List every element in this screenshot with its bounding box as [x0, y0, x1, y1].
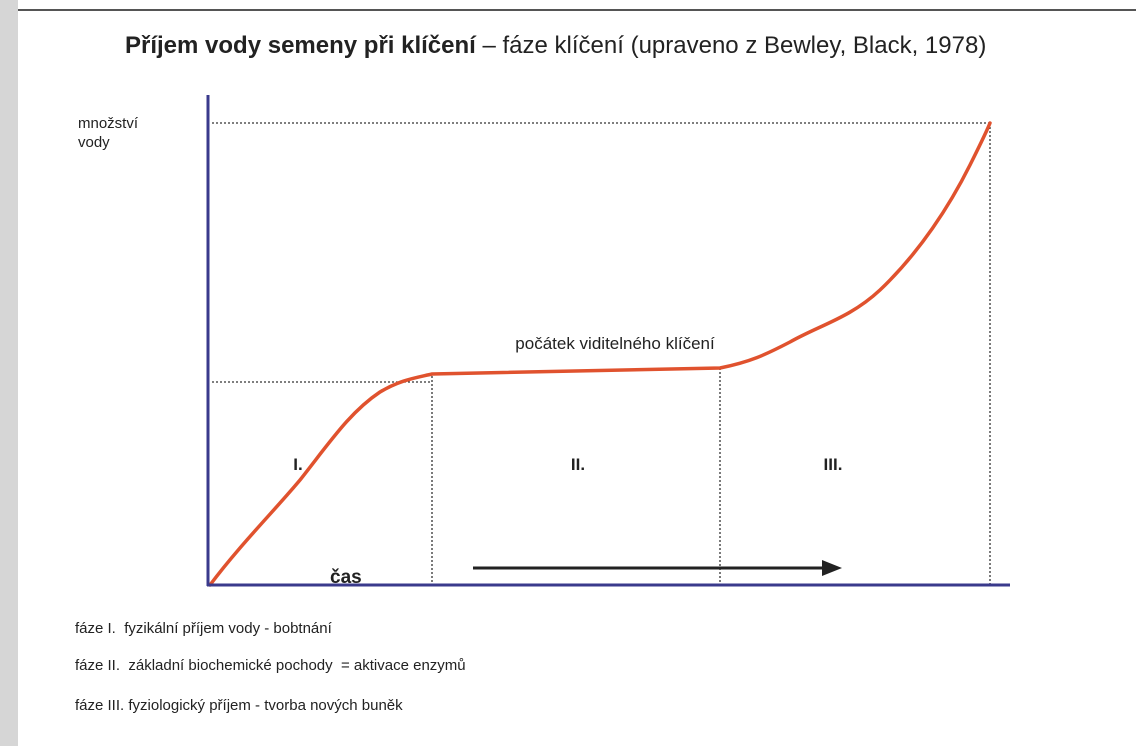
page-edge	[0, 0, 18, 746]
annotation: počátek viditelného klíčení	[515, 334, 715, 353]
phase-label: I.	[293, 455, 302, 474]
x-label: čas	[330, 567, 362, 588]
y-label: vody	[78, 134, 110, 151]
title-bold: Příjem vody semeny při klíčení	[125, 32, 477, 59]
legend-line: fáze III. fyziologický příjem - tvorba n…	[75, 697, 403, 714]
arrow-head	[822, 560, 842, 576]
guides	[212, 122, 991, 585]
title: Příjem vody semeny při klíčení – fáze kl…	[125, 32, 986, 59]
y-label: množství	[78, 115, 139, 132]
title-rest: – fáze klíčení (upraveno z Bewley, Black…	[476, 32, 986, 59]
legend-line: fáze I. fyzikální příjem vody - bobtnání	[75, 620, 333, 637]
legend-line: fáze II. základní biochemické pochody = …	[75, 657, 466, 674]
phase-label: II.	[571, 455, 585, 474]
phase-label: III.	[824, 455, 843, 474]
curve	[208, 121, 992, 587]
